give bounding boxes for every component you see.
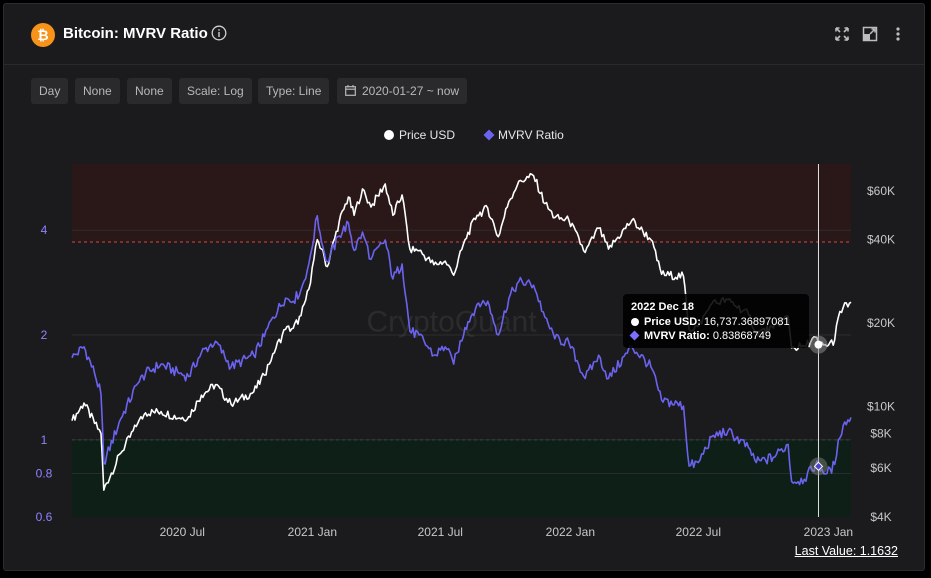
calendar-icon xyxy=(345,85,356,96)
date-range-label: 2020-01-27 ~ now xyxy=(362,84,460,98)
page-title: Bitcoin: MVRV Ratio xyxy=(63,25,208,42)
interval-button[interactable]: Day xyxy=(31,78,69,104)
bitcoin-symbol: ₿ xyxy=(37,28,48,44)
x-tick-label: 2021 Jul xyxy=(418,525,463,539)
x-tick-label: 2022 Jan xyxy=(546,525,595,539)
right-tick-label: $60K xyxy=(867,184,895,198)
right-tick-label: $40K xyxy=(867,233,895,247)
x-tick-label: 2021 Jan xyxy=(288,525,337,539)
info-icon[interactable] xyxy=(211,25,227,41)
option1-button[interactable]: None xyxy=(75,78,120,104)
fullscreen-icon[interactable] xyxy=(834,26,850,42)
x-tick-label: 2022 Jul xyxy=(676,525,721,539)
left-tick-label: 0.8 xyxy=(36,467,53,481)
bitcoin-icon-circle xyxy=(31,23,55,47)
right-tick-label: $10K xyxy=(867,400,895,414)
right-tick-label: $6K xyxy=(870,461,891,475)
legend-price-label: Price USD xyxy=(399,128,455,142)
left-tick-label: 1 xyxy=(41,433,48,447)
tooltip-mvrv-value: 0.83868749 xyxy=(712,330,771,342)
date-range-button[interactable]: 2020-01-27 ~ now xyxy=(337,78,468,104)
right-tick-label: $20K xyxy=(867,316,895,330)
tooltip-price-value: 16,737.36897081 xyxy=(703,315,790,328)
card-header: ₿ Bitcoin: MVRV Ratio xyxy=(4,4,924,65)
more-menu-icon[interactable] xyxy=(890,26,906,42)
chart-area[interactable]: CryptoQuant 0.6 0.8 1 2 4 $4K $6K $8K $10K $20K $40… xyxy=(4,4,926,572)
legend-price-icon xyxy=(384,130,394,140)
tooltip-mvrv-label: MVRV Ratio: xyxy=(644,330,710,342)
type-button[interactable]: Type: Line xyxy=(258,78,330,104)
left-tick-label: 2 xyxy=(41,328,48,342)
legend-mvrv-icon xyxy=(483,129,495,141)
tooltip: 2022 Dec 18 Price USD: 16,737.36897081 M… xyxy=(623,294,809,348)
mvrv-marker xyxy=(813,461,824,472)
zone-overvalued xyxy=(72,164,851,243)
left-tick-label: 0.6 xyxy=(36,510,53,524)
legend-mvrv-label: MVRV Ratio xyxy=(498,128,564,142)
circle-icon xyxy=(631,317,639,326)
bitcoin-icon: ₿ xyxy=(31,23,55,47)
last-value-link[interactable]: Last Value: 1.1632 xyxy=(794,544,898,558)
popout-icon[interactable] xyxy=(862,26,878,42)
right-tick-label: $8K xyxy=(870,427,891,441)
price-marker xyxy=(814,340,823,349)
watermark: CryptoQuant xyxy=(366,305,537,338)
tooltip-date: 2022 Dec 18 xyxy=(631,301,694,313)
option2-button[interactable]: None xyxy=(127,78,172,104)
series-line-mvrv xyxy=(71,215,852,486)
x-tick-label: 2023 Jan xyxy=(804,525,853,539)
zone-undervalued xyxy=(72,439,851,517)
chart-card: ₿ Bitcoin: MVRV Ratio Day None None Scal… xyxy=(3,3,925,571)
left-tick-label: 4 xyxy=(41,223,48,237)
right-tick-label: $4K xyxy=(870,510,891,524)
diamond-icon xyxy=(629,330,640,341)
scale-button[interactable]: Scale: Log xyxy=(179,78,252,104)
x-tick-label: 2020 Jul xyxy=(160,525,205,539)
tooltip-price-label: Price USD: xyxy=(644,315,701,328)
